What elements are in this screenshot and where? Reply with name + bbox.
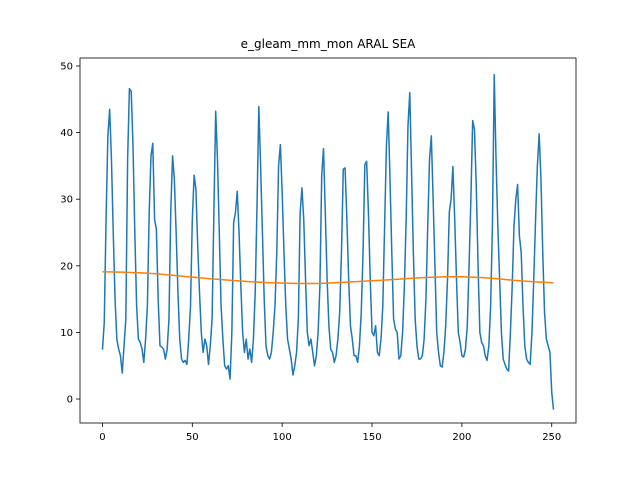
x-tick-label: 50 [186, 432, 199, 443]
x-tick-label: 0 [99, 432, 105, 443]
axes-frame [79, 57, 577, 424]
x-tick-label: 100 [273, 432, 292, 443]
plot-area [101, 73, 555, 410]
chart-title: e_gleam_mm_mon ARAL SEA [241, 37, 417, 51]
data-line [102, 271, 554, 285]
y-tick-label: 40 [60, 128, 73, 139]
y-tick-label: 20 [60, 261, 73, 272]
x-tick-label: 150 [362, 432, 381, 443]
y-tick-label: 0 [67, 395, 73, 406]
y-tick-label: 50 [60, 61, 73, 72]
y-tick-label: 10 [60, 328, 73, 339]
x-tick-label: 250 [542, 432, 561, 443]
x-tick-label: 200 [452, 432, 471, 443]
y-tick-label: 30 [60, 195, 73, 206]
